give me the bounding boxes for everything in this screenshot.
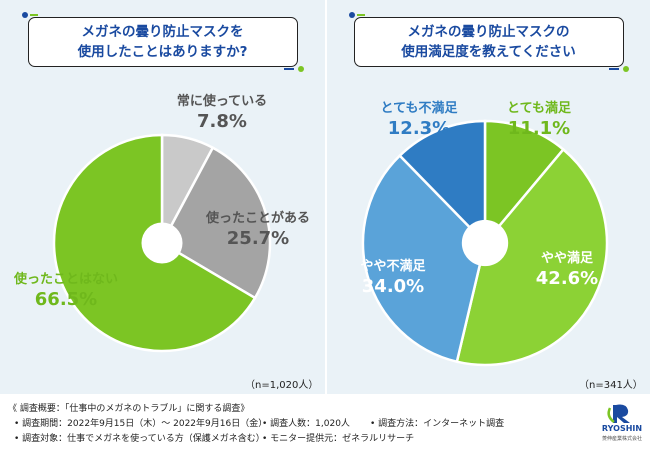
pie-slice	[483, 119, 566, 247]
right-title-line2: 使用満足度を教えてください	[401, 44, 576, 60]
slice-category-label: とても満足	[507, 100, 572, 116]
deco-dot	[349, 12, 355, 18]
pie-slice	[398, 119, 487, 247]
slice-value-label: 7.8%	[197, 111, 247, 132]
slice-value-label: 42.6%	[536, 268, 598, 289]
survey-footer: 《 調査概要：「仕事中のメガネのトラブル」に関する調査》 • 調査期間：2022…	[0, 398, 650, 450]
logo-mark-icon	[607, 404, 630, 423]
left-panel: メガネの曇り防止マスクを 使用したことはありますか? 常に使っている 7.8% 使っ…	[0, 0, 325, 394]
slice-value-label: 11.1%	[508, 118, 570, 139]
logo-subtitle: 菱伸産業株式会社	[601, 436, 642, 442]
satisfaction-pie-chart: とても満足 11.1% やや満足 42.6% やや不満足 34.0% とても不満足 12.3%	[360, 100, 609, 367]
slice-category-label: やや満足	[541, 250, 594, 266]
deco-dot	[298, 66, 304, 72]
deco-line	[30, 14, 38, 16]
slice-value-label: 34.0%	[362, 276, 424, 297]
pie-slice	[455, 147, 609, 367]
left-question-box: メガネの曇り防止マスクを 使用したことはありますか?	[27, 17, 298, 67]
slice-value-label: 25.7%	[227, 228, 289, 249]
slice-category-label: 使ったことはない	[13, 271, 118, 287]
left-sample-size: （n=1,020人）	[245, 380, 319, 391]
survey-provider: • モニター提供元：ゼネラルリサーチ	[262, 434, 415, 444]
left-title-line2: 使用したことはありますか?	[77, 44, 248, 60]
pie-center-hole	[141, 222, 183, 264]
right-panel: メガネの曇り防止マスクの 使用満足度を教えてください とても満足 11.1% やや満…	[327, 0, 650, 394]
slice-category-label: 使ったことがある	[205, 210, 310, 226]
ryoshin-logo: RYOSHIN 菱伸産業株式会社	[596, 402, 648, 448]
right-question-box: メガネの曇り防止マスクの 使用満足度を教えてください	[353, 17, 624, 67]
deco-dot	[623, 66, 629, 72]
slice-category-label: とても不満足	[381, 100, 459, 116]
slice-value-label: 66.5%	[35, 289, 97, 310]
survey-count: • 調査人数：1,020人	[262, 419, 350, 429]
deco-line	[609, 68, 619, 70]
left-title-line1: メガネの曇り防止マスクを	[81, 24, 244, 40]
pie-slice	[160, 146, 272, 300]
pie-slice	[361, 153, 487, 364]
right-title-line1: メガネの曇り防止マスクの	[407, 24, 570, 40]
survey-summary: 《 調査概要：「仕事中のメガネのトラブル」に関する調査》	[8, 404, 250, 414]
pie-center-hole	[461, 219, 509, 267]
slice-category-label: 常に使っている	[177, 93, 267, 109]
deco-line	[357, 14, 365, 16]
survey-target: • 調査対象：仕事でメガネを使っている方（保護メガネ含む）	[14, 434, 265, 444]
right-sample-size: （n=341人）	[579, 380, 643, 391]
survey-method: • 調査方法：インターネット調査	[370, 419, 505, 429]
logo-name: RYOSHIN	[601, 424, 643, 433]
slice-value-label: 12.3%	[388, 118, 450, 139]
usage-pie-chart: 常に使っている 7.8% 使ったことがある 25.7% 使ったことはない 66.5%	[13, 93, 310, 353]
deco-line	[284, 68, 294, 70]
slice-category-label: やや不満足	[360, 258, 426, 274]
survey-period: • 調査期間：2022年9月15日（木）～ 2022年9月16日（金）	[14, 419, 268, 429]
deco-dot	[22, 12, 28, 18]
